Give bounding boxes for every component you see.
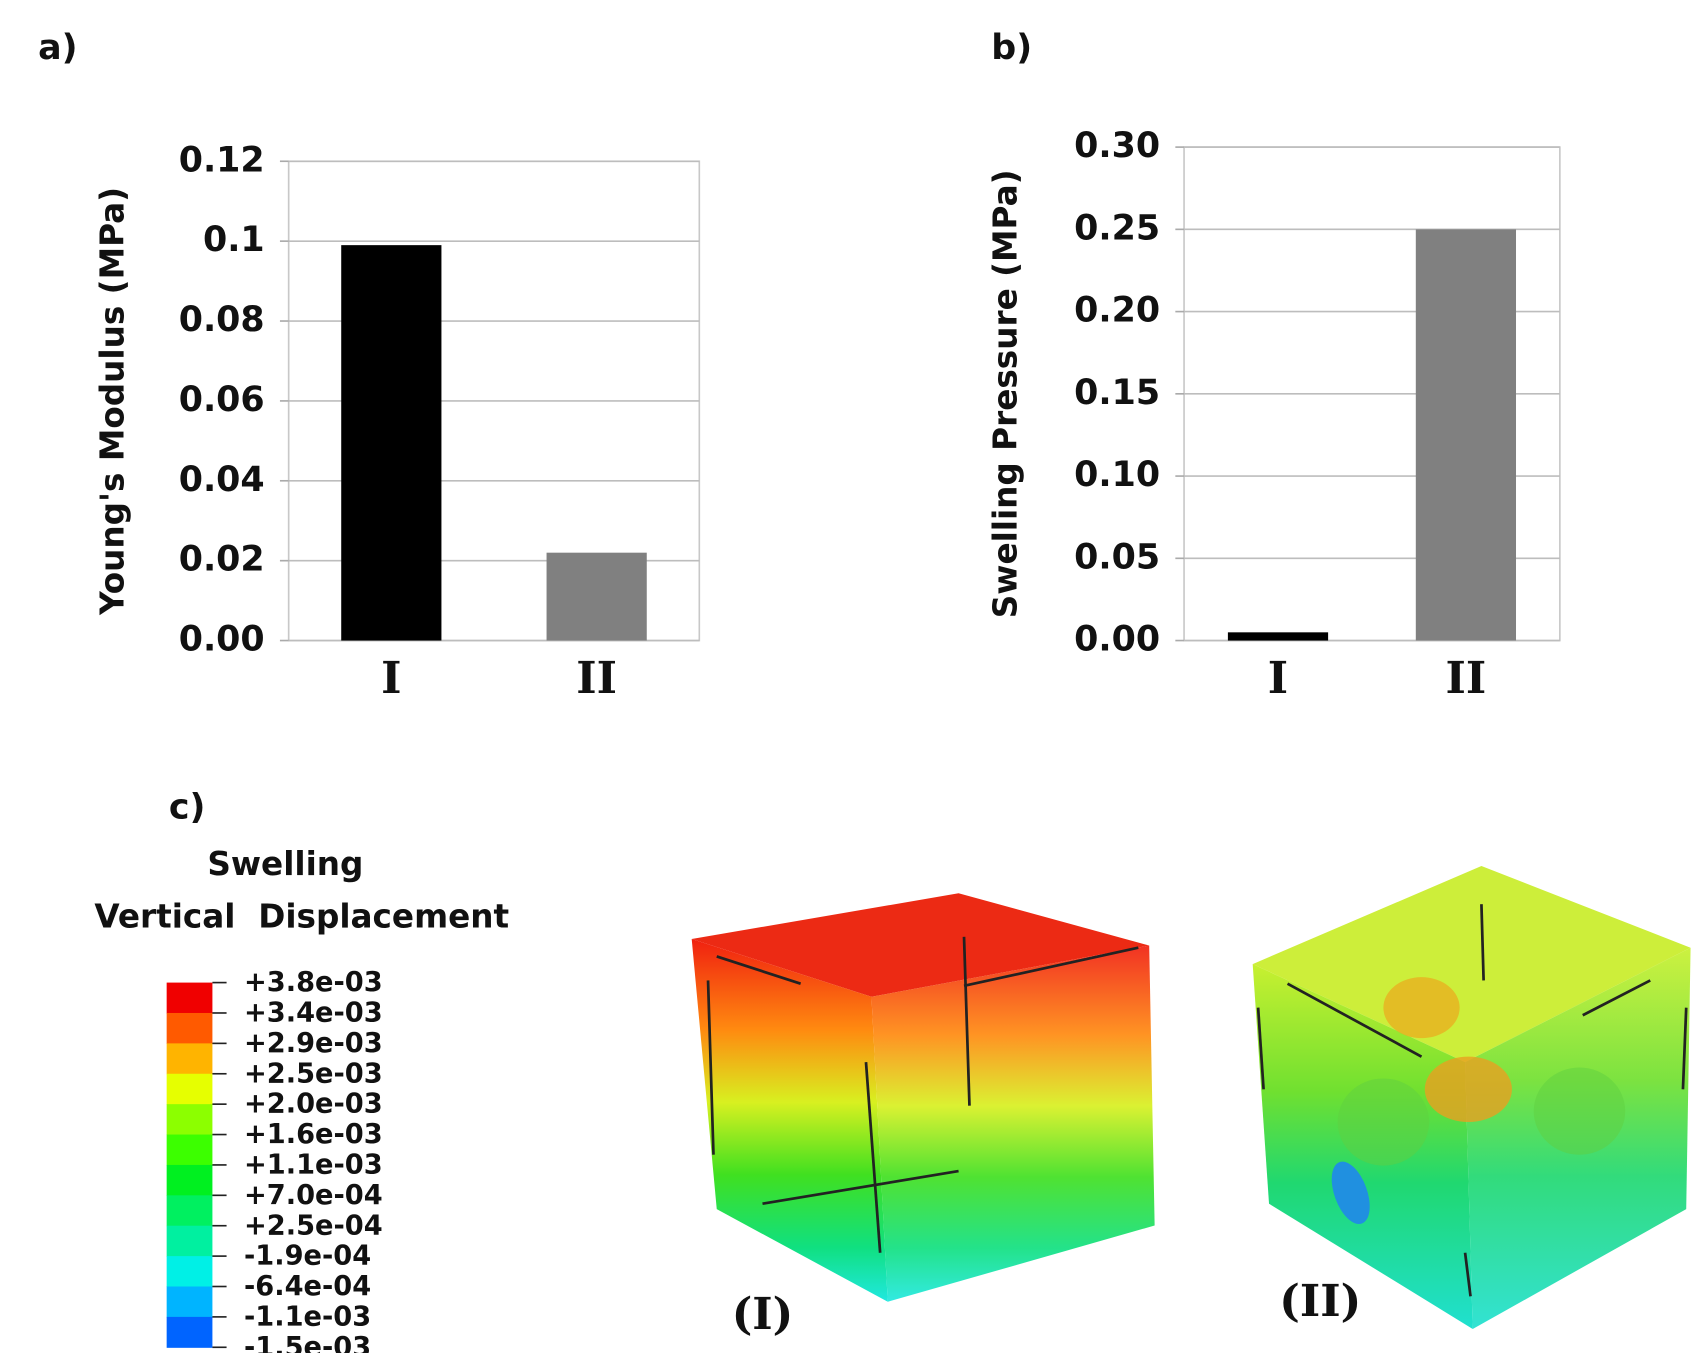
legend-label: +1.6e-03 [244,1119,383,1150]
legend-label: +2.9e-03 [244,1028,383,1059]
legend-label: -6.4e-04 [244,1271,371,1302]
bar [1416,229,1516,640]
legend-band [167,1256,213,1287]
y-tick-label: 0.1 [203,220,265,260]
x-tick-label: II [576,653,617,704]
legend-label: +7.0e-04 [244,1180,383,1211]
panel-label: c) [169,787,206,827]
y-axis-label: Young's Modulus (MPa) [93,187,131,616]
x-tick-label: I [1268,653,1288,704]
legend-label: +2.5e-04 [244,1210,383,1241]
image-label: (II) [1279,1276,1361,1327]
y-tick-label: 0.00 [179,620,265,660]
legend-band [167,1287,213,1318]
legend-label: +3.4e-03 [244,998,383,1029]
legend-band [167,1013,213,1044]
legend-band [167,983,213,1014]
y-tick-label: 0.00 [1074,620,1160,660]
y-tick-label: 0.06 [179,380,265,420]
bar [1228,632,1328,640]
panel-label: a) [38,28,77,68]
legend-band [167,1226,213,1257]
figure: (I) (II) c) Swelling Vertical Displaceme… [0,0,1708,1353]
legend-label: -1.9e-04 [244,1241,371,1272]
legend-band [167,1104,213,1135]
legend-label: -1.1e-03 [244,1301,371,1332]
legend-label: +2.5e-03 [244,1058,383,1089]
bar [547,553,647,641]
bar [341,245,441,640]
x-tick-label: I [381,653,401,704]
y-tick-label: 0.02 [179,540,265,580]
legend-band [167,1195,213,1226]
legend-title: Vertical Displacement [94,897,509,935]
panel-label: b) [991,28,1032,68]
x-tick-label: II [1446,653,1487,704]
y-tick-label: 0.08 [179,300,265,340]
legend-band [167,1074,213,1105]
y-axis-label: Swelling Pressure (MPa) [987,169,1025,618]
legend-band [167,1135,213,1166]
y-tick-label: 0.15 [1074,373,1160,413]
image-label: (I) [732,1289,794,1340]
y-tick-label: 0.12 [179,140,265,180]
legend-band [167,1317,213,1348]
legend-band [167,1165,213,1196]
legend-label: +3.8e-03 [244,967,383,998]
y-tick-label: 0.30 [1074,126,1160,166]
legend-label: +1.1e-03 [244,1150,383,1181]
y-tick-label: 0.25 [1074,208,1160,248]
legend-label: -1.5e-03 [244,1332,371,1353]
y-tick-label: 0.10 [1074,455,1160,495]
legend-band [167,1043,213,1074]
y-tick-label: 0.20 [1074,291,1160,331]
legend-label: +2.0e-03 [244,1089,383,1120]
y-tick-label: 0.05 [1074,537,1160,577]
cube-two [1253,866,1691,1329]
y-tick-label: 0.04 [179,460,265,500]
legend-title: Swelling [207,845,363,883]
cube-one [692,893,1155,1301]
